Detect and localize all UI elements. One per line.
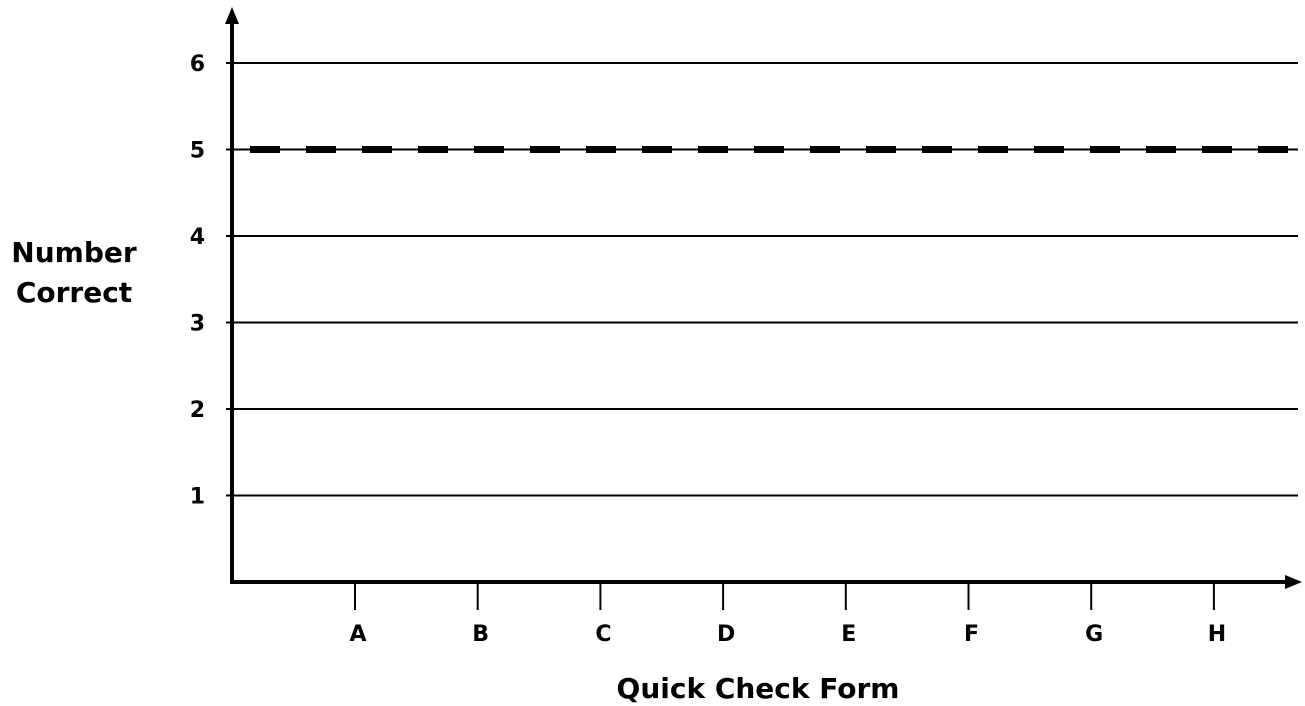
x-ticks: A B C D E F G H	[349, 582, 1226, 647]
x-axis-arrow	[1285, 575, 1302, 589]
y-axis-title-line-1: Number	[11, 236, 137, 269]
gridlines	[226, 62, 1298, 497]
x-tick-label-A: A	[349, 622, 366, 647]
y-tick-label-1: 1	[190, 485, 205, 510]
y-tick-label-4: 4	[190, 225, 205, 250]
y-tick-labels: 1 2 3 4 5 6	[190, 52, 205, 510]
y-tick-label-3: 3	[190, 312, 205, 337]
y-tick-label-2: 2	[190, 398, 205, 423]
y-axis-title-line-2: Correct	[16, 276, 132, 309]
y-axis-arrow	[225, 7, 239, 24]
x-tick-label-C: C	[595, 622, 611, 647]
y-tick-label-6: 6	[190, 52, 205, 77]
x-axis-title: Quick Check Form	[617, 672, 900, 705]
y-tick-label-5: 5	[190, 139, 205, 164]
x-tick-label-B: B	[472, 622, 489, 647]
x-tick-label-G: G	[1085, 622, 1103, 647]
x-tick-label-H: H	[1208, 622, 1226, 647]
x-tick-label-D: D	[717, 622, 735, 647]
x-tick-label-F: F	[964, 622, 979, 647]
x-tick-label-E: E	[841, 622, 856, 647]
